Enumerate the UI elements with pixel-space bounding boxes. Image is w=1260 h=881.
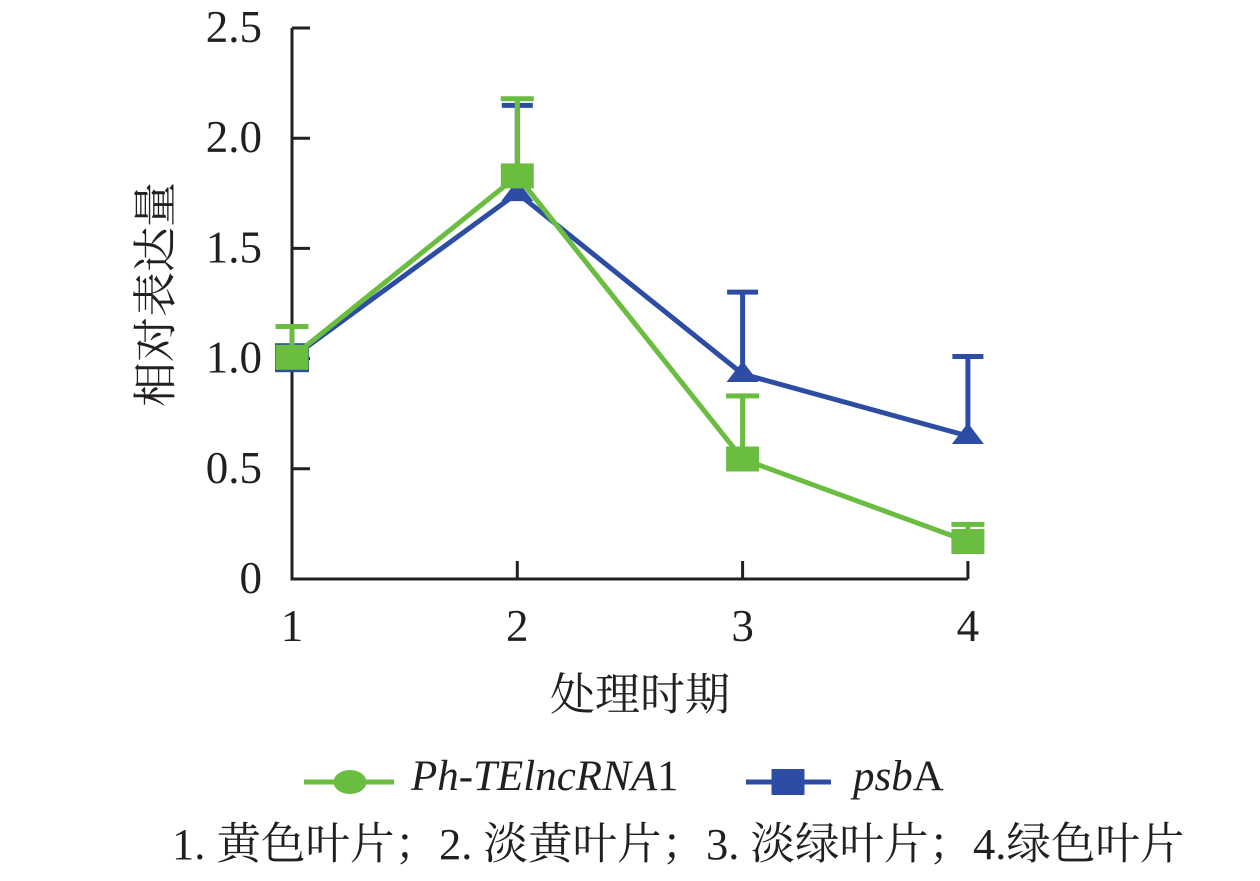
svg-text:1.: 1. [172,819,205,869]
svg-text:2.5: 2.5 [206,2,262,52]
svg-text:Ph-TElncRNA1: Ph-TElncRNA1 [410,753,679,800]
svg-text:4: 4 [957,601,980,651]
svg-text:3: 3 [731,601,754,651]
svg-text:3.: 3. [706,819,739,869]
svg-text:0: 0 [240,553,263,603]
svg-text:2.0: 2.0 [206,112,262,162]
svg-text:psbA: psbA [850,753,944,800]
svg-text:1.5: 1.5 [206,222,262,272]
svg-text:1.0: 1.0 [206,333,262,383]
svg-text:2: 2 [506,601,529,651]
svg-text:1: 1 [281,601,304,651]
svg-text:4.: 4. [973,819,1006,869]
svg-text:0.5: 0.5 [206,443,262,493]
svg-text:2.: 2. [439,819,472,869]
